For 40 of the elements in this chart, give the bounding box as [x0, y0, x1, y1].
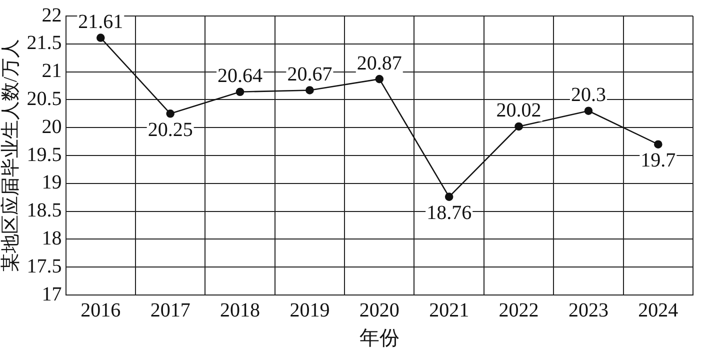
x-tick-label: 2021 — [429, 299, 470, 322]
data-label: 20.87 — [356, 52, 402, 74]
data-label: 19.7 — [640, 150, 676, 172]
y-tick-label: 17.5 — [26, 255, 62, 278]
x-tick-label: 2024 — [638, 299, 678, 322]
y-tick-label: 21.5 — [26, 32, 62, 54]
x-tick-label: 2018 — [220, 299, 260, 322]
data-label: 20.25 — [148, 118, 193, 141]
y-tick-label: 19 — [42, 172, 62, 194]
x-tick-label: 2016 — [80, 299, 121, 322]
y-tick-label: 17 — [42, 283, 62, 306]
point — [514, 122, 523, 131]
point — [444, 192, 454, 201]
x-tick-label: 2023 — [568, 299, 608, 322]
data-label: 18.76 — [426, 202, 472, 224]
point — [236, 88, 244, 96]
point — [375, 74, 384, 84]
y-tick-label: 19.5 — [26, 144, 62, 166]
x-tick-label: 2017 — [150, 299, 190, 322]
point — [584, 106, 593, 116]
y-axis-title: 某地区应届毕业生人数/万人 — [0, 38, 22, 272]
data-label: 20.64 — [218, 65, 263, 88]
x-tick-label: 2019 — [290, 299, 330, 322]
data-label: 20.02 — [496, 100, 542, 122]
data-label: 20.67 — [287, 63, 332, 86]
y-tick-label: 18.5 — [26, 200, 62, 222]
y-tick-label: 21 — [42, 60, 62, 82]
y-tick-label: 22 — [42, 4, 62, 26]
x-tick-label: 2022 — [498, 299, 539, 322]
x-axis-title: 年份 — [359, 327, 400, 350]
point — [654, 140, 662, 148]
x-tick-label: 2020 — [359, 299, 400, 322]
point — [306, 86, 314, 94]
data-label: 21.61 — [78, 11, 124, 34]
y-tick-label: 20 — [42, 116, 62, 138]
point — [96, 34, 105, 42]
y-tick-label: 18 — [42, 227, 62, 250]
point — [166, 110, 174, 118]
data-label: 20.3 — [570, 84, 606, 106]
y-tick-label: 20.5 — [26, 88, 62, 110]
